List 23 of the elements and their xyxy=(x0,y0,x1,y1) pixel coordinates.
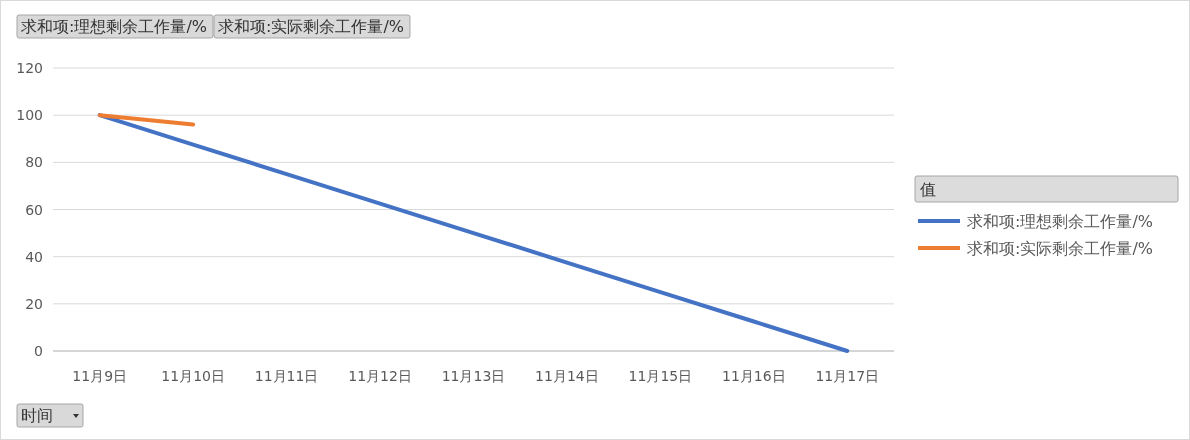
legend-label: 求和项:理想剩余工作量/% xyxy=(967,212,1153,231)
line-series xyxy=(97,113,850,353)
y-tick-label: 120 xyxy=(16,60,43,76)
y-tick-label: 20 xyxy=(25,295,43,312)
x-tick-label: 11月16日 xyxy=(722,368,786,384)
x-tick-label: 11月15日 xyxy=(628,368,693,384)
text: 求和项:理想剩余工作量/% xyxy=(21,17,207,36)
legend-label: 求和项:实际剩余工作量/% xyxy=(967,239,1153,258)
x-tick-label: 11月11日 xyxy=(254,368,319,384)
y-tick-label: 80 xyxy=(25,154,43,171)
y-tick-label: 40 xyxy=(25,248,43,265)
x-tick-label: 11月12日 xyxy=(348,368,412,384)
x-tick-label: 11月14日 xyxy=(535,368,599,384)
x-tick-label: 11月9日 xyxy=(72,368,128,384)
x-tick-label: 11月10日 xyxy=(161,368,225,384)
x-tick-label: 11月17日 xyxy=(815,368,880,384)
text: 求和项:实际剩余工作量/% xyxy=(217,17,404,36)
legend-title: 值 xyxy=(920,180,936,199)
y-tick-label: 60 xyxy=(25,201,43,218)
x-tick-label: 11月13日 xyxy=(441,368,506,384)
text: 时间 xyxy=(21,406,53,425)
y-tick-label: 0 xyxy=(34,343,43,359)
y-tick-label: 100 xyxy=(16,107,43,124)
